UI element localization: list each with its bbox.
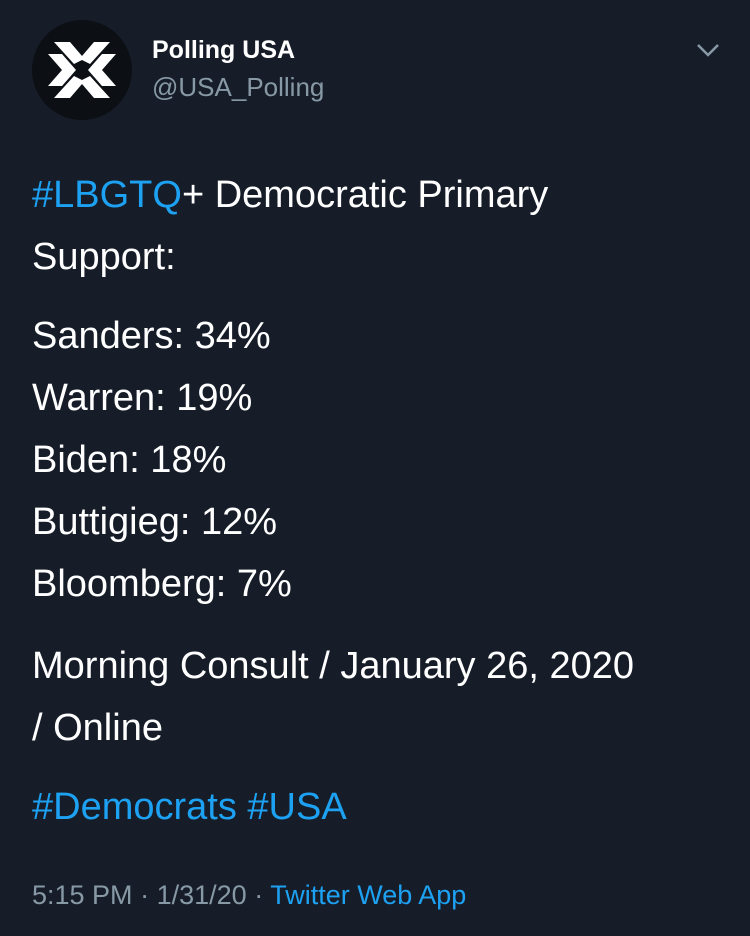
result-line: Biden: 18%	[32, 439, 227, 481]
footer: 5:15 PM · 1/31/20 · Twitter Web App	[32, 880, 466, 911]
source: Morning Consult / January 26, 2020 / Onl…	[32, 645, 635, 749]
results: Sanders: 34% Warren: 19% Biden: 18% Buttigi…	[32, 305, 652, 615]
hashtag[interactable]: #USA	[247, 786, 347, 828]
display-name[interactable]: Polling USA	[152, 36, 296, 64]
result-line: Bloomberg: 7%	[32, 563, 292, 605]
separator: ·	[254, 880, 264, 910]
avatar[interactable]	[32, 20, 132, 120]
result-line: Warren: 19%	[32, 377, 253, 419]
handle[interactable]: @USA_Polling	[152, 72, 325, 102]
hashtag[interactable]: #Democrats	[32, 786, 237, 828]
result-line: Buttigieg: 12%	[32, 501, 278, 543]
menu-chevron[interactable]	[696, 42, 720, 58]
app[interactable]: Twitter Web App	[270, 880, 467, 910]
date: 1/31/20	[156, 880, 247, 910]
tags: #Democrats #USA	[32, 776, 652, 838]
time: 5:15 PM	[32, 880, 133, 910]
headline-text: + Democratic Primary Support:	[32, 174, 549, 278]
separator: ·	[140, 880, 150, 910]
headline: #LBGTQ+ Democratic Primary Support:	[32, 164, 652, 288]
hashtag[interactable]: #LBGTQ	[32, 174, 182, 216]
result-line: Sanders: 34%	[32, 315, 271, 357]
